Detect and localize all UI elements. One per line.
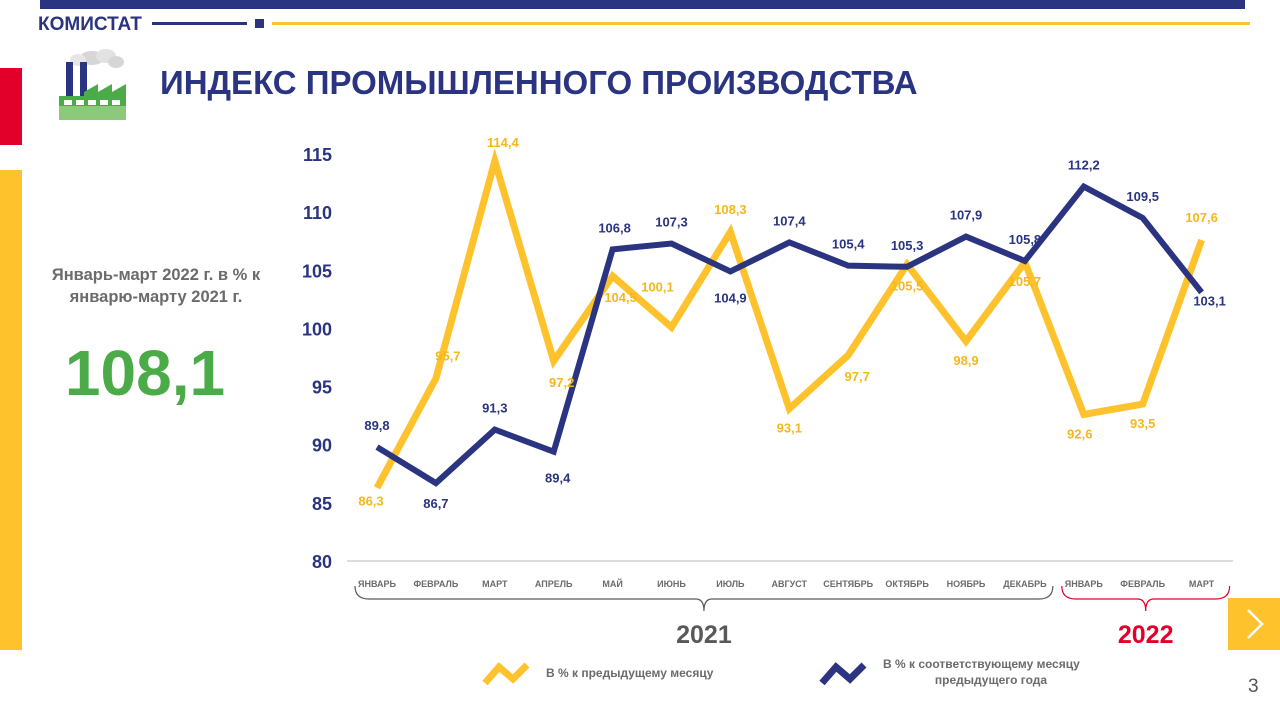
data-label: 107,6 bbox=[1185, 210, 1218, 225]
data-label: 108,3 bbox=[714, 202, 747, 217]
data-label: 112,2 bbox=[1068, 158, 1100, 173]
page-title: ИНДЕКС ПРОМЫШЛЕННОГО ПРОИЗВОДСТВА bbox=[160, 64, 918, 101]
x-tick-label: ИЮНЬ bbox=[657, 579, 686, 589]
x-tick-label: ДЕКАБРЬ bbox=[1003, 579, 1047, 589]
legend-swatch bbox=[819, 662, 867, 686]
year-label: 2021 bbox=[676, 621, 732, 649]
x-tick-label: ИЮЛЬ bbox=[716, 579, 745, 589]
x-tick-label: ФЕВРАЛЬ bbox=[1120, 579, 1165, 589]
year-label: 2022 bbox=[1118, 621, 1174, 649]
data-label: 105,4 bbox=[832, 237, 865, 252]
data-label: 98,9 bbox=[953, 353, 978, 368]
header-line-yellow bbox=[272, 22, 1250, 25]
legend-label-line2: предыдущего года bbox=[935, 673, 1047, 687]
x-tick-label: ФЕВРАЛЬ bbox=[414, 579, 459, 589]
data-label: 86,3 bbox=[358, 494, 383, 509]
data-label: 104,9 bbox=[714, 290, 747, 305]
data-label: 86,7 bbox=[423, 496, 448, 511]
x-tick-label: МАРТ bbox=[1189, 579, 1215, 589]
data-label: 105,8 bbox=[1009, 232, 1042, 247]
data-label: 95,7 bbox=[435, 348, 460, 363]
factory-icon bbox=[54, 44, 130, 122]
data-label: 107,3 bbox=[655, 215, 688, 230]
data-label: 105,5 bbox=[891, 278, 924, 293]
data-label: 114,4 bbox=[487, 135, 520, 150]
left-accent-red bbox=[0, 68, 22, 145]
data-label: 93,5 bbox=[1130, 416, 1155, 431]
y-tick-label: 115 bbox=[303, 145, 332, 165]
legend-swatch bbox=[482, 662, 530, 686]
x-tick-label: ОКТЯБРЬ bbox=[885, 579, 929, 589]
y-tick-label: 95 bbox=[312, 378, 332, 398]
x-tick-label: НОЯБРЬ bbox=[947, 579, 986, 589]
y-tick-label: 85 bbox=[312, 494, 332, 514]
left-accent-yellow bbox=[0, 170, 22, 650]
x-tick-label: МАРТ bbox=[482, 579, 508, 589]
data-label: 97,7 bbox=[845, 369, 870, 384]
data-label: 93,1 bbox=[777, 421, 802, 436]
data-label: 89,4 bbox=[545, 471, 571, 486]
data-label: 105,3 bbox=[891, 238, 924, 253]
x-tick-label: СЕНТЯБРЬ bbox=[823, 579, 873, 589]
data-label: 104,5 bbox=[604, 290, 637, 305]
page-number: 3 bbox=[1248, 676, 1259, 697]
year-bracket bbox=[1061, 585, 1231, 612]
data-label: 106,8 bbox=[598, 220, 631, 235]
brand-name: КОМИСТАТ bbox=[38, 14, 142, 35]
data-label: 91,3 bbox=[482, 401, 507, 416]
year-bracket bbox=[354, 585, 1054, 612]
data-label: 105,7 bbox=[1009, 274, 1042, 289]
chevron-right-icon bbox=[1247, 609, 1264, 639]
data-label: 92,6 bbox=[1067, 426, 1092, 441]
data-label: 97,2 bbox=[549, 375, 574, 390]
x-tick-label: МАЙ bbox=[602, 578, 622, 589]
y-tick-label: 90 bbox=[312, 436, 332, 456]
x-tick-label: ЯНВАРЬ bbox=[1065, 579, 1104, 589]
y-tick-label: 110 bbox=[303, 203, 332, 223]
x-tick-label: ЯНВАРЬ bbox=[358, 579, 397, 589]
kpi-label: Январь-март 2022 г. в % к январю-марту 2… bbox=[51, 266, 261, 306]
legend-label-line1: В % к соответствующему месяцу bbox=[883, 657, 1080, 671]
x-tick-label: АВГУСТ bbox=[772, 579, 808, 589]
y-tick-label: 80 bbox=[312, 552, 332, 572]
data-label: 109,5 bbox=[1126, 189, 1159, 204]
data-label: 89,8 bbox=[364, 418, 389, 433]
y-tick-label: 105 bbox=[302, 261, 332, 281]
top-bar bbox=[40, 0, 1245, 9]
data-label: 103,1 bbox=[1193, 293, 1226, 308]
next-slide-button[interactable] bbox=[1228, 598, 1280, 650]
kpi-value: 108,1 bbox=[64, 337, 226, 409]
legend-label: В % к предыдущему месяцу bbox=[546, 666, 714, 680]
data-label: 100,1 bbox=[641, 279, 674, 294]
y-tick-label: 100 bbox=[302, 319, 332, 339]
header-square bbox=[255, 19, 264, 28]
x-tick-label: АПРЕЛЬ bbox=[535, 579, 573, 589]
header-line-navy bbox=[152, 22, 247, 25]
data-label: 107,9 bbox=[950, 208, 983, 223]
data-label: 107,4 bbox=[773, 213, 806, 228]
